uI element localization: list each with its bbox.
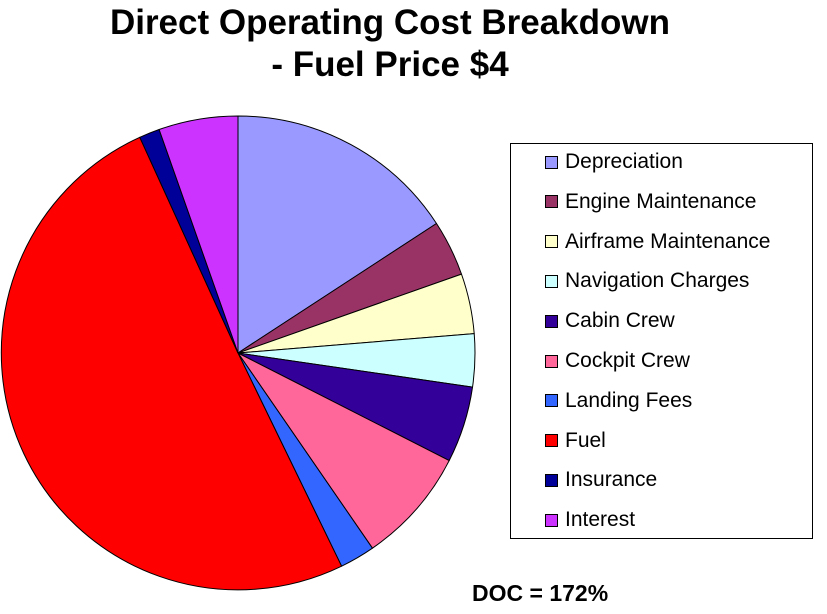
legend-label: Airframe Maintenance: [565, 229, 771, 253]
legend-label: Insurance: [565, 468, 658, 492]
legend-label: Interest: [565, 508, 636, 532]
legend-swatch: [545, 314, 558, 328]
legend-label: Fuel: [565, 428, 606, 452]
legend-swatch: [545, 394, 558, 408]
legend-item-engine-maintenance: Engine Maintenance: [545, 189, 756, 215]
legend-swatch: [545, 434, 558, 448]
legend-item-insurance: Insurance: [545, 467, 657, 493]
pie-slice-cockpit-crew: [237, 352, 450, 549]
legend-label: Depreciation: [565, 150, 683, 173]
legend-swatch: [545, 513, 558, 527]
legend-item-landing-fees: Landing Fees: [545, 388, 692, 414]
legend-item-cockpit-crew: Cockpit Crew: [545, 348, 690, 374]
chart-title: Direct Operating Cost Breakdown - Fuel P…: [0, 2, 780, 86]
legend-label: Engine Maintenance: [565, 189, 757, 213]
pie-slice-interest: [158, 115, 239, 354]
legend-label: Cockpit Crew: [565, 349, 690, 372]
legend-swatch: [545, 354, 558, 368]
legend-item-depreciation: Depreciation: [545, 149, 683, 175]
chart-title-line-2: - Fuel Price $4: [271, 45, 509, 84]
legend-item-airframe-maintenance: Airframe Maintenance: [545, 229, 770, 255]
pie-slice-fuel: [0, 136, 343, 591]
legend-swatch: [545, 274, 558, 288]
legend-swatch: [545, 155, 558, 169]
legend-label: Cabin Crew: [565, 309, 675, 333]
legend-item-navigation-charges: Navigation Charges: [545, 268, 749, 294]
chart-title-line-1: Direct Operating Cost Breakdown: [109, 3, 671, 42]
legend-swatch: [545, 235, 558, 249]
legend-label: Navigation Charges: [565, 269, 750, 293]
legend-swatch: [545, 473, 558, 487]
legend-item-fuel: Fuel: [545, 428, 606, 454]
legend-item-cabin-crew: Cabin Crew: [545, 308, 675, 334]
legend-item-interest: Interest: [545, 507, 635, 533]
chart-legend: Depreciation Engine Maintenance Airframe M…: [510, 143, 813, 539]
doc-footnote: DOC = 172%: [472, 580, 609, 606]
legend-label: Landing Fees: [565, 388, 693, 412]
pie-slice-depreciation: [237, 115, 437, 354]
legend-swatch: [545, 195, 558, 209]
